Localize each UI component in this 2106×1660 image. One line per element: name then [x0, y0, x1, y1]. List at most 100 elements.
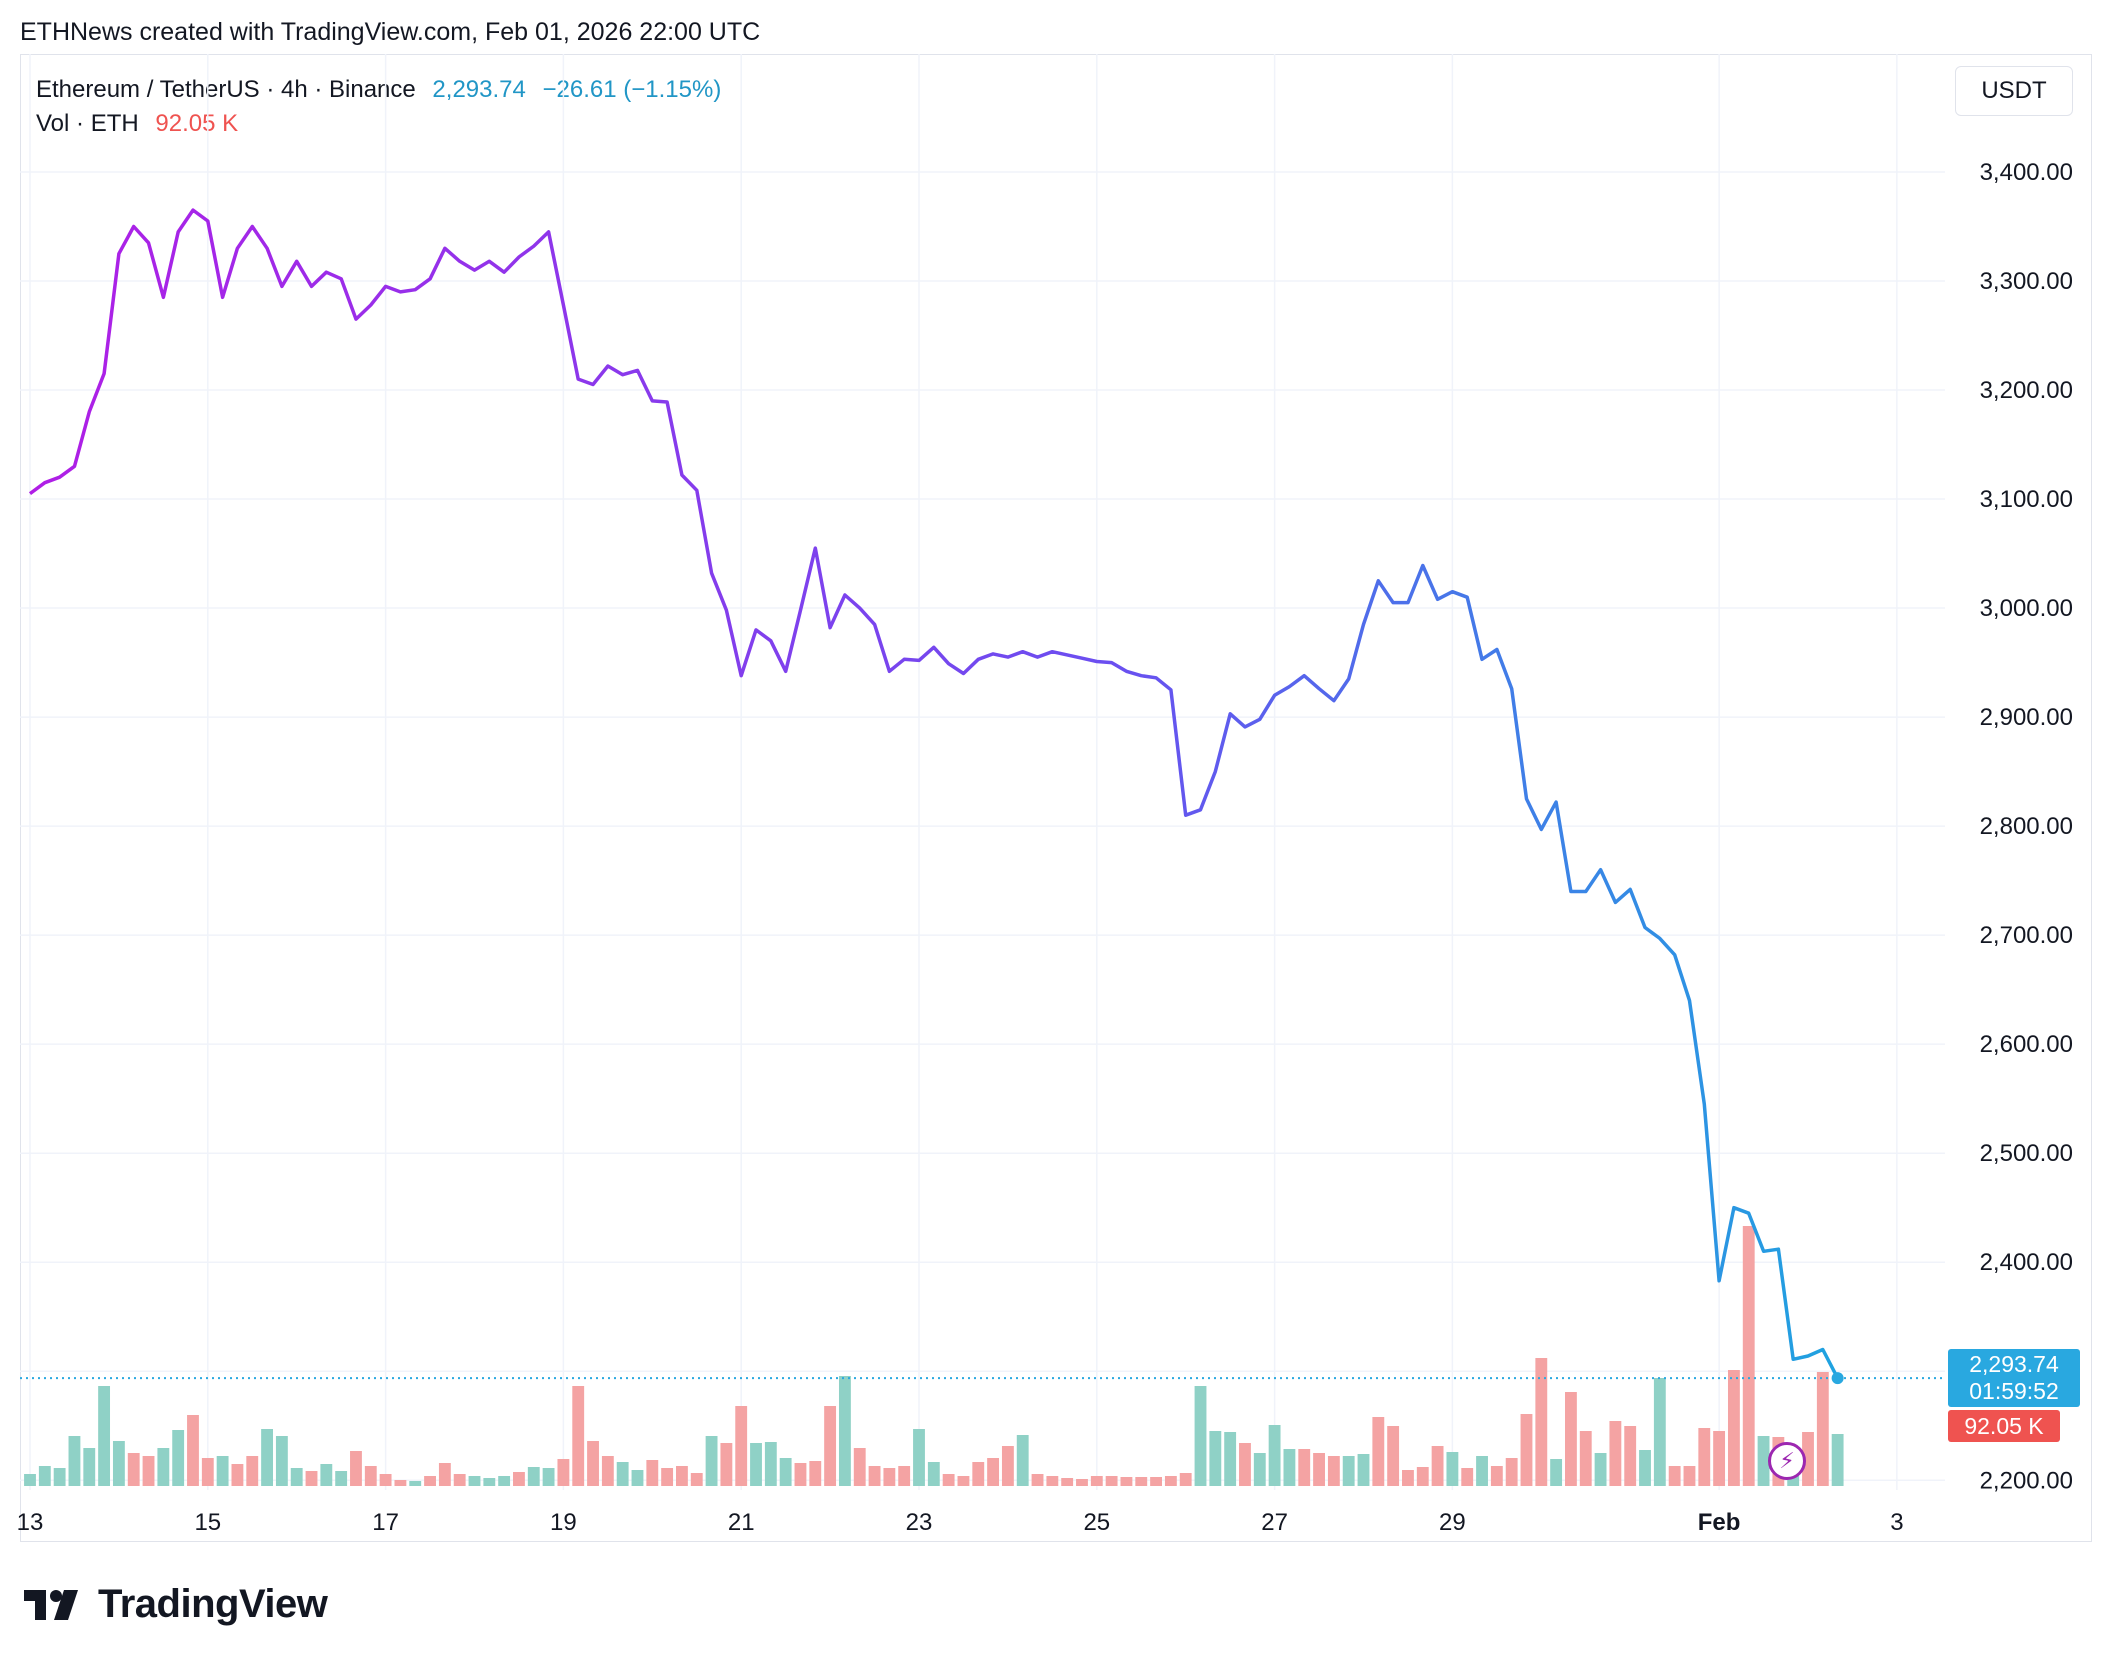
tv-logo-icon — [24, 1589, 78, 1620]
volume-bar — [764, 1442, 777, 1486]
volume-bar — [809, 1461, 822, 1486]
volume-bar — [498, 1476, 511, 1486]
volume-bar — [1505, 1458, 1518, 1486]
y-tick-label: 2,800.00 — [1980, 813, 2073, 840]
volume-bar — [513, 1472, 525, 1486]
volume-bar — [927, 1462, 940, 1486]
volume-bar — [1342, 1456, 1355, 1486]
volume-bar — [231, 1464, 244, 1486]
volume-bar — [601, 1456, 614, 1486]
volume-bar — [587, 1441, 599, 1486]
y-tick-label: 2,700.00 — [1980, 922, 2073, 949]
volume-bar — [794, 1463, 807, 1486]
volume-bar — [98, 1386, 111, 1486]
volume-bar — [1046, 1476, 1059, 1486]
price-series — [28, 208, 1844, 1385]
volume-bar — [1150, 1477, 1162, 1486]
x-tick-label: 3 — [1890, 1509, 1903, 1536]
volume-bar — [424, 1476, 436, 1486]
volume-bar — [646, 1460, 659, 1486]
volume-bar — [83, 1448, 96, 1486]
volume-bar — [187, 1415, 199, 1486]
y-tick-label: 3,300.00 — [1980, 268, 2073, 295]
volume-bar — [1327, 1456, 1340, 1486]
volume-bar — [1016, 1435, 1029, 1486]
volume-bar — [438, 1463, 451, 1486]
chart-gridlines — [20, 54, 1945, 1490]
volume-bar — [305, 1471, 318, 1486]
volume-bar — [1194, 1386, 1207, 1486]
volume-bar — [1461, 1468, 1474, 1486]
symbol-legend[interactable]: Ethereum / TetherUS · 4h · Binance 2,293… — [36, 76, 731, 104]
price-change: −26.61 (−1.15%) — [542, 76, 722, 103]
y-tick-label: 2,500.00 — [1980, 1140, 2073, 1167]
volume-bar — [1476, 1456, 1488, 1486]
volume-bar — [572, 1386, 585, 1486]
volume-bar — [957, 1476, 970, 1486]
volume-bar — [1698, 1428, 1711, 1486]
volume-bar — [172, 1430, 185, 1486]
volume-bar — [1742, 1226, 1755, 1486]
x-tick-label: 15 — [194, 1509, 221, 1536]
chart-frame — [20, 54, 2092, 1542]
volume-bar — [853, 1448, 866, 1486]
currency-unit-button[interactable]: USDT — [1955, 66, 2073, 116]
volume-bar — [1550, 1459, 1563, 1486]
volume-bar — [483, 1478, 496, 1486]
volume-bar — [1164, 1476, 1177, 1486]
volume-bar — [661, 1468, 674, 1486]
bar-countdown: 01:59:52 — [1969, 1378, 2059, 1404]
price-chart[interactable]: 2,200.002,300.002,400.002,500.002,600.00… — [0, 0, 2106, 1560]
volume-bar — [453, 1474, 466, 1486]
volume-bar — [942, 1474, 955, 1486]
volume-bar — [1076, 1479, 1088, 1486]
volume-bar — [53, 1468, 66, 1486]
brand-name: TradingView — [98, 1582, 328, 1626]
tradingview-logo: TradingView — [24, 1582, 328, 1627]
lightning-icon[interactable]: ⚡ — [1768, 1442, 1806, 1480]
last-price-tag-value: 2,293.74 — [1969, 1351, 2059, 1377]
volume-bar — [1446, 1452, 1459, 1486]
volume-bar — [157, 1448, 170, 1486]
volume-bar — [1298, 1449, 1311, 1486]
volume-bar — [690, 1473, 703, 1486]
volume-bar — [1683, 1466, 1696, 1486]
volume-bar — [1490, 1466, 1503, 1486]
symbol-label: Ethereum / TetherUS · 4h · Binance — [36, 76, 416, 103]
volume-bar — [24, 1474, 36, 1486]
volume-tag: 92.05 K — [1948, 1410, 2060, 1442]
volume-bar — [676, 1466, 688, 1486]
volume-bar — [1105, 1476, 1118, 1486]
volume-bar — [705, 1436, 718, 1486]
volume-bar — [1357, 1454, 1370, 1486]
volume-bar — [1713, 1431, 1726, 1486]
volume-legend[interactable]: Vol · ETH 92.05 K — [36, 110, 248, 138]
volume-bar — [735, 1406, 748, 1486]
volume-bar — [1565, 1392, 1577, 1486]
y-tick-label: 2,900.00 — [1980, 704, 2073, 731]
volume-bar — [1135, 1477, 1148, 1486]
volume-bar — [1239, 1443, 1251, 1486]
volume-bar — [1579, 1431, 1592, 1486]
volume-bar — [1594, 1453, 1607, 1486]
volume-bar — [1431, 1446, 1444, 1486]
volume-bar — [1520, 1414, 1533, 1486]
volume-bar — [1757, 1436, 1770, 1486]
y-tick-label: 3,400.00 — [1980, 159, 2073, 186]
chart-caption: ETHNews created with TradingView.com, Fe… — [20, 18, 761, 46]
x-tick-label: 13 — [17, 1509, 44, 1536]
volume-bar — [142, 1456, 155, 1486]
y-tick-label: 3,200.00 — [1980, 377, 2073, 404]
y-tick-label: 2,400.00 — [1980, 1249, 2073, 1276]
volume-bar — [379, 1474, 392, 1486]
volume-bar — [1416, 1467, 1429, 1486]
volume-bar — [868, 1466, 881, 1486]
volume-bar — [838, 1376, 851, 1486]
volume-bar — [720, 1443, 733, 1486]
x-tick-label: 27 — [1261, 1509, 1288, 1536]
volume-bar — [898, 1466, 911, 1486]
volume-bar — [1727, 1370, 1740, 1486]
x-tick-label: Feb — [1698, 1509, 1741, 1536]
volume-bar — [1001, 1446, 1014, 1486]
volume-bar — [409, 1481, 422, 1486]
